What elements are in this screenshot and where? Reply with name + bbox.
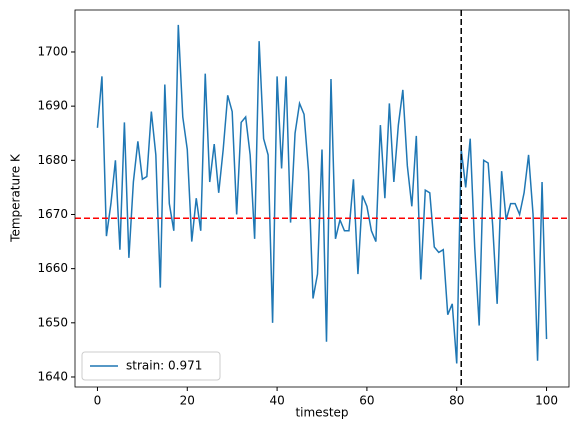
x-tick-label: 0 — [94, 394, 102, 408]
x-axis-label: timestep — [295, 406, 348, 420]
y-tick-label: 1690 — [37, 99, 68, 113]
legend-label: strain: 0.971 — [126, 359, 202, 373]
x-tick-label: 40 — [269, 394, 284, 408]
plot-frame — [74, 9, 570, 388]
y-axis-label: Temperature K — [9, 153, 23, 243]
x-tick-label: 20 — [180, 394, 195, 408]
legend-box — [81, 351, 221, 381]
y-tick-label: 1640 — [37, 369, 68, 383]
y-tick-label: 1660 — [37, 261, 68, 275]
x-tick-label: 60 — [359, 394, 374, 408]
y-tick-label: 1670 — [37, 207, 68, 221]
y-tick-label: 1700 — [37, 44, 68, 58]
x-tick-label: 100 — [535, 394, 558, 408]
y-tick-label: 1680 — [37, 153, 68, 167]
x-tick-label: 80 — [449, 394, 464, 408]
y-tick-label: 1650 — [37, 315, 68, 329]
data-line — [96, 24, 548, 364]
